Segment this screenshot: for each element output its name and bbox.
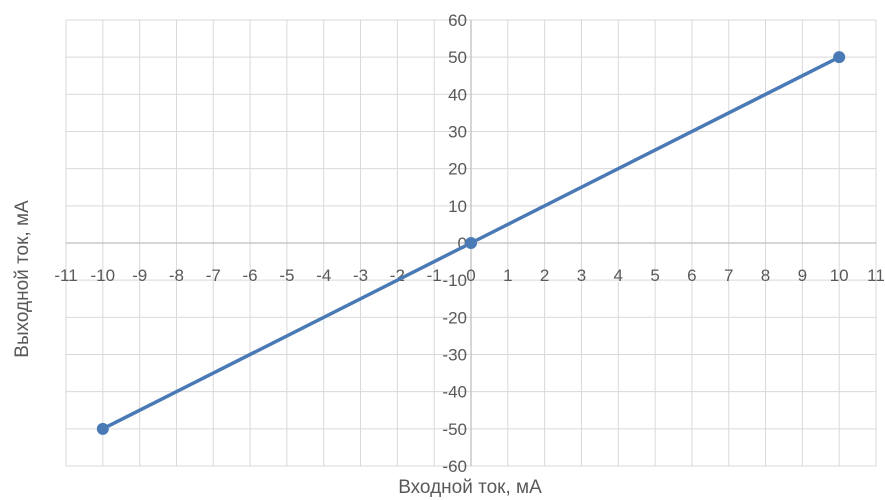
x-tick-label: 3 [577, 266, 586, 285]
x-tick-label: 11 [867, 266, 885, 285]
y-tick-label: -40 [442, 383, 467, 402]
y-tick-label: 50 [448, 48, 467, 67]
y-axis-title: Выходной ток, мА [12, 200, 33, 358]
x-tick-label: 10 [830, 266, 849, 285]
x-tick-label: 9 [798, 266, 807, 285]
data-point [833, 51, 846, 64]
x-tick-label: -5 [279, 266, 294, 285]
x-tick-label: 0 [466, 266, 475, 285]
x-tick-label: -1 [427, 266, 442, 285]
y-tick-label: 20 [448, 160, 467, 179]
y-tick-label: 10 [448, 197, 467, 216]
x-tick-label: -4 [316, 266, 331, 285]
x-tick-label: -7 [206, 266, 221, 285]
y-tick-label: 30 [448, 123, 467, 142]
data-point [96, 422, 109, 435]
y-tick-label: -20 [442, 308, 467, 327]
y-tick-label: -50 [442, 420, 467, 439]
x-tick-label: -6 [243, 266, 258, 285]
x-tick-labels: -11 -10 -9 -8 -7 -6 -5 -4 -3 -2 -1 0 1 2 3 4 5 6 7 8 9 10 11 [54, 266, 884, 285]
x-tick-label: 6 [687, 266, 696, 285]
x-tick-label: 1 [503, 266, 512, 285]
x-tick-label: -9 [132, 266, 147, 285]
data-series [96, 51, 846, 435]
data-point [465, 237, 477, 249]
x-tick-label: 4 [614, 266, 623, 285]
y-tick-label: -10 [442, 271, 467, 290]
x-tick-label: -8 [169, 266, 184, 285]
y-tick-labels: 60 50 40 30 20 10 0 -10 -20 -30 -40 -50 -60 [442, 11, 467, 476]
x-tick-label: -11 [54, 266, 77, 285]
y-tick-label: 0 [458, 234, 467, 253]
x-tick-label: 8 [761, 266, 770, 285]
x-tick-label: 7 [724, 266, 733, 285]
x-tick-label: -10 [91, 266, 116, 285]
y-tick-label: -30 [442, 346, 467, 365]
x-tick-label: 2 [540, 266, 549, 285]
x-tick-label: 5 [650, 266, 659, 285]
y-tick-label: 60 [448, 11, 467, 30]
y-tick-label: -60 [442, 457, 467, 476]
y-tick-label: 40 [448, 85, 467, 104]
x-tick-label: -3 [353, 266, 368, 285]
x-axis-title: Входной ток, мА [398, 477, 542, 498]
